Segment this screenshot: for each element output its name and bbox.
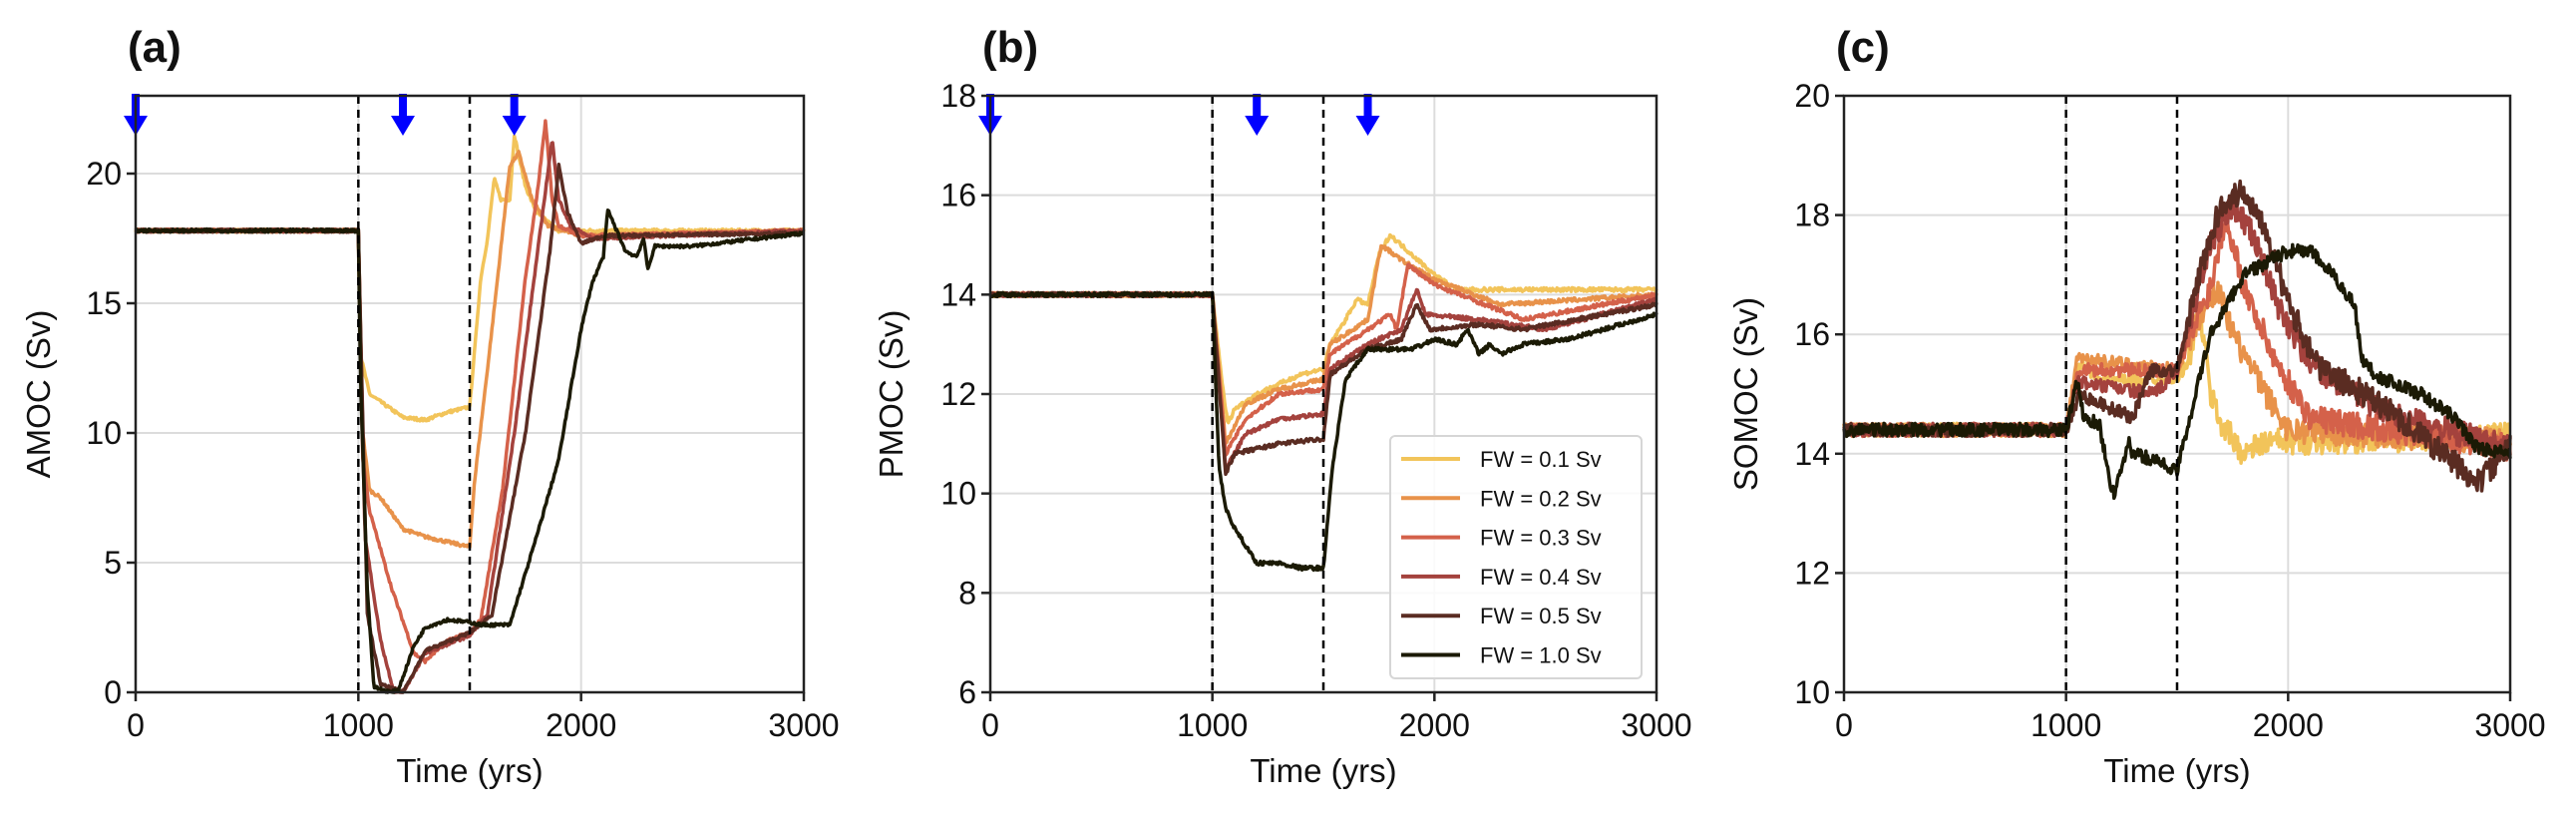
- x-tick-label: 3000: [1621, 707, 1691, 743]
- y-tick-label: 8: [958, 575, 976, 611]
- x-tick-label: 0: [1835, 707, 1853, 743]
- x-tick-label: 3000: [768, 707, 839, 743]
- panel-c: 0 1000 2000 3000 10 12 14 16 18 20 Time (yrs) SOMOC…: [1727, 23, 2546, 789]
- x-tick-label: 0: [981, 707, 999, 743]
- down-arrow-icon: [502, 94, 527, 136]
- y-tick-label: 16: [940, 178, 976, 213]
- legend: FW = 0.1 Sv FW = 0.2 Sv FW = 0.3 Sv FW = 0.…: [1389, 435, 1643, 679]
- panel-label: (a): [128, 23, 182, 72]
- y-tick-label: 10: [1794, 674, 1830, 710]
- x-tick-label: 3000: [2474, 707, 2545, 743]
- legend-label: FW = 0.2 Sv: [1480, 486, 1602, 511]
- y-tick-label: 12: [1794, 555, 1830, 591]
- y-tick-label: 14: [1794, 436, 1830, 472]
- arrow-head: [1245, 116, 1270, 136]
- y-tick-label: 16: [1794, 316, 1830, 352]
- y-tick-label: 10: [940, 476, 976, 512]
- y-axis-label: SOMOC (Sv): [1727, 297, 1764, 491]
- series-line-fw-1.0: [988, 290, 1658, 573]
- y-tick-label: 20: [86, 156, 122, 192]
- x-axis-label: Time (yrs): [1250, 752, 1396, 789]
- y-tick-label: 0: [104, 674, 122, 710]
- legend-label: FW = 0.4 Sv: [1480, 565, 1602, 590]
- series-line-fw-1.0: [134, 208, 805, 694]
- y-axis-label: PMOC (Sv): [873, 310, 910, 479]
- axes-frame: [1842, 94, 2512, 694]
- legend-label: FW = 0.3 Sv: [1480, 526, 1602, 551]
- y-axis-label: AMOC (Sv): [20, 310, 57, 479]
- down-arrow-icon: [391, 94, 415, 136]
- arrow-head: [1355, 116, 1380, 136]
- down-arrow-icon: [1355, 94, 1380, 136]
- arrow-shaft: [1363, 94, 1372, 118]
- arrow-head: [502, 116, 527, 136]
- y-tick-label: 18: [940, 78, 976, 114]
- x-tick-label: 1000: [1177, 707, 1248, 743]
- x-tick-label: 0: [127, 707, 145, 743]
- y-tick-label: 15: [86, 285, 122, 321]
- x-tick-label: 1000: [2030, 707, 2101, 743]
- x-tick-label: 2000: [2253, 707, 2324, 743]
- legend-label: FW = 0.5 Sv: [1480, 604, 1602, 628]
- panel-label: (c): [1836, 23, 1890, 72]
- y-tick-label: 12: [940, 376, 976, 412]
- x-axis-label: Time (yrs): [396, 752, 543, 789]
- down-arrow-icon: [1245, 94, 1270, 136]
- arrow-shaft: [1253, 94, 1262, 118]
- x-axis-label: Time (yrs): [2103, 752, 2250, 789]
- panel-a: 0 1000 2000 3000 0 5 10 15 20 Time (yrs) AMOC (Sv)…: [20, 23, 840, 789]
- x-tick-label: 2000: [546, 707, 616, 743]
- legend-label: FW = 1.0 Sv: [1480, 643, 1602, 668]
- x-tick-label: 2000: [1399, 707, 1470, 743]
- y-tick-label: 5: [104, 545, 122, 581]
- y-tick-label: 20: [1794, 78, 1830, 114]
- arrow-shaft: [510, 94, 519, 118]
- y-tick-label: 18: [1794, 198, 1830, 233]
- y-tick-label: 10: [86, 415, 122, 451]
- legend-label: FW = 0.1 Sv: [1480, 447, 1602, 472]
- y-tick-label: 14: [940, 276, 976, 312]
- arrow-shaft: [399, 94, 407, 118]
- panel-label: (b): [982, 23, 1038, 72]
- y-tick-label: 6: [958, 674, 976, 710]
- x-tick-label: 1000: [323, 707, 394, 743]
- axes-frame: [134, 94, 806, 694]
- arrow-head: [391, 116, 415, 136]
- panel-b: 0 1000 2000 3000 6 8 10 12 14 16 18 Time (yrs) PMOC …: [873, 23, 1692, 789]
